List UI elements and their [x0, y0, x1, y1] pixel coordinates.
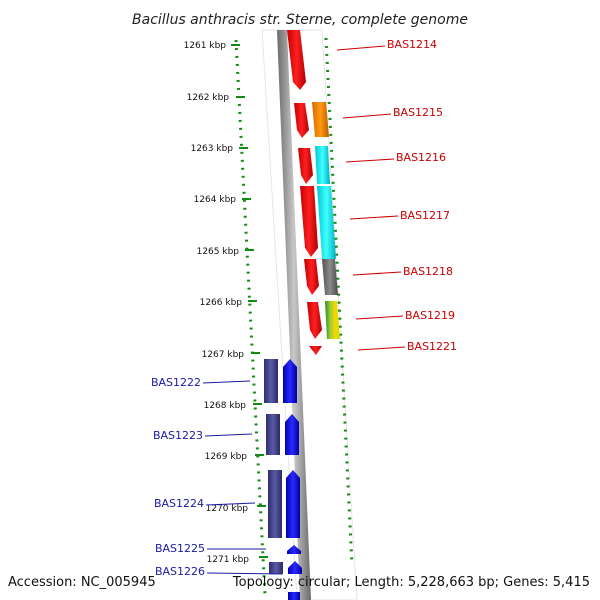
gene-label-bas1216[interactable]: BAS1216: [396, 151, 446, 164]
tick: 1265 kbp: [197, 247, 254, 257]
tick-label: 1269 kbp: [205, 452, 248, 462]
tick: 1268 kbp: [204, 401, 262, 411]
gene-arrow-bas1222[interactable]: [283, 359, 297, 403]
tick-label: 1271 kbp: [207, 555, 250, 565]
tick: 1264 kbp: [194, 195, 251, 205]
gene-arrow-bas1225[interactable]: [287, 545, 301, 554]
gene-arrow-bas1223[interactable]: [285, 414, 299, 455]
reverse-gene-labels: BAS1222 BAS1223 BAS1224 BAS1225 BAS1226: [151, 376, 283, 578]
tick-label: 1263 kbp: [191, 144, 234, 154]
tick-label: 1262 kbp: [187, 93, 230, 103]
gene-label-bas1215[interactable]: BAS1215: [393, 106, 443, 119]
tick-label: 1270 kbp: [206, 504, 249, 514]
gene-label-bas1214[interactable]: BAS1214: [387, 38, 437, 51]
tick: 1263 kbp: [191, 144, 248, 154]
gene-annotation-bas1224: [268, 470, 282, 538]
gene-label-bas1221[interactable]: BAS1221: [407, 340, 457, 353]
gene-annotation-bas1217: [317, 186, 336, 259]
gene-annotation-bas1226: [269, 562, 283, 574]
gene-annotation-bas1218: [322, 259, 338, 295]
reverse-genes: [264, 359, 302, 600]
tick: 1271 kbp: [207, 555, 268, 565]
gene-arrow-bas1214[interactable]: [287, 30, 306, 90]
gene-label-bas1226[interactable]: BAS1226: [155, 565, 205, 578]
gene-label-bas1219[interactable]: BAS1219: [405, 309, 455, 322]
tick-label: 1264 kbp: [194, 195, 237, 205]
forward-gene-labels: BAS1214 BAS1215 BAS1216 BAS1217 BAS1218 …: [336, 38, 457, 353]
tick: 1269 kbp: [205, 452, 264, 462]
genome-backbone: [277, 30, 311, 600]
gene-annotation-bas1216: [315, 146, 330, 184]
tick: 1261 kbp: [184, 41, 240, 51]
gene-label-bas1217[interactable]: BAS1217: [400, 209, 450, 222]
gene-annotation-bas1223: [266, 414, 280, 455]
tick-axis: 1261 kbp 1262 kbp 1263 kbp 1264 kbp 1265…: [184, 41, 268, 565]
tick: 1262 kbp: [187, 93, 245, 103]
gene-arrow-bas1215[interactable]: [294, 103, 309, 138]
gene-arrow-bas1218[interactable]: [304, 259, 319, 295]
gene-label-bas1222[interactable]: BAS1222: [151, 376, 201, 389]
gene-label-bas1225[interactable]: BAS1225: [155, 542, 205, 555]
gene-arrow-bas1221[interactable]: [309, 346, 322, 355]
tick: 1266 kbp: [200, 298, 257, 308]
gene-arrow-offscreen: [288, 592, 300, 600]
gene-annotation-bas1219: [325, 301, 340, 339]
tick-label: 1268 kbp: [204, 401, 247, 411]
map-title: Bacillus anthracis str. Sterne, complete…: [132, 12, 468, 28]
tick-label: 1265 kbp: [197, 247, 240, 257]
gene-arrow-bas1224[interactable]: [286, 470, 300, 538]
forward-genes: [287, 30, 340, 355]
gene-arrow-bas1219[interactable]: [307, 302, 322, 339]
gene-arrow-bas1226[interactable]: [288, 561, 302, 574]
tick: 1267 kbp: [202, 350, 260, 360]
tick-label: 1266 kbp: [200, 298, 243, 308]
tick-label: 1261 kbp: [184, 41, 227, 51]
gene-label-bas1224[interactable]: BAS1224: [154, 497, 204, 510]
genome-summary-text: Topology: circular; Length: 5,228,663 bp…: [232, 575, 590, 590]
gene-annotation-bas1222: [264, 359, 278, 403]
gene-arrow-bas1217[interactable]: [300, 186, 318, 257]
tick: 1270 kbp: [206, 504, 266, 514]
gene-label-bas1218[interactable]: BAS1218: [403, 265, 453, 278]
tick-label: 1267 kbp: [202, 350, 245, 360]
accession-text: Accession: NC_005945: [8, 575, 156, 590]
gene-label-bas1223[interactable]: BAS1223: [153, 429, 203, 442]
gene-arrow-bas1216[interactable]: [298, 148, 313, 184]
gene-annotation-bas1215: [312, 102, 329, 137]
